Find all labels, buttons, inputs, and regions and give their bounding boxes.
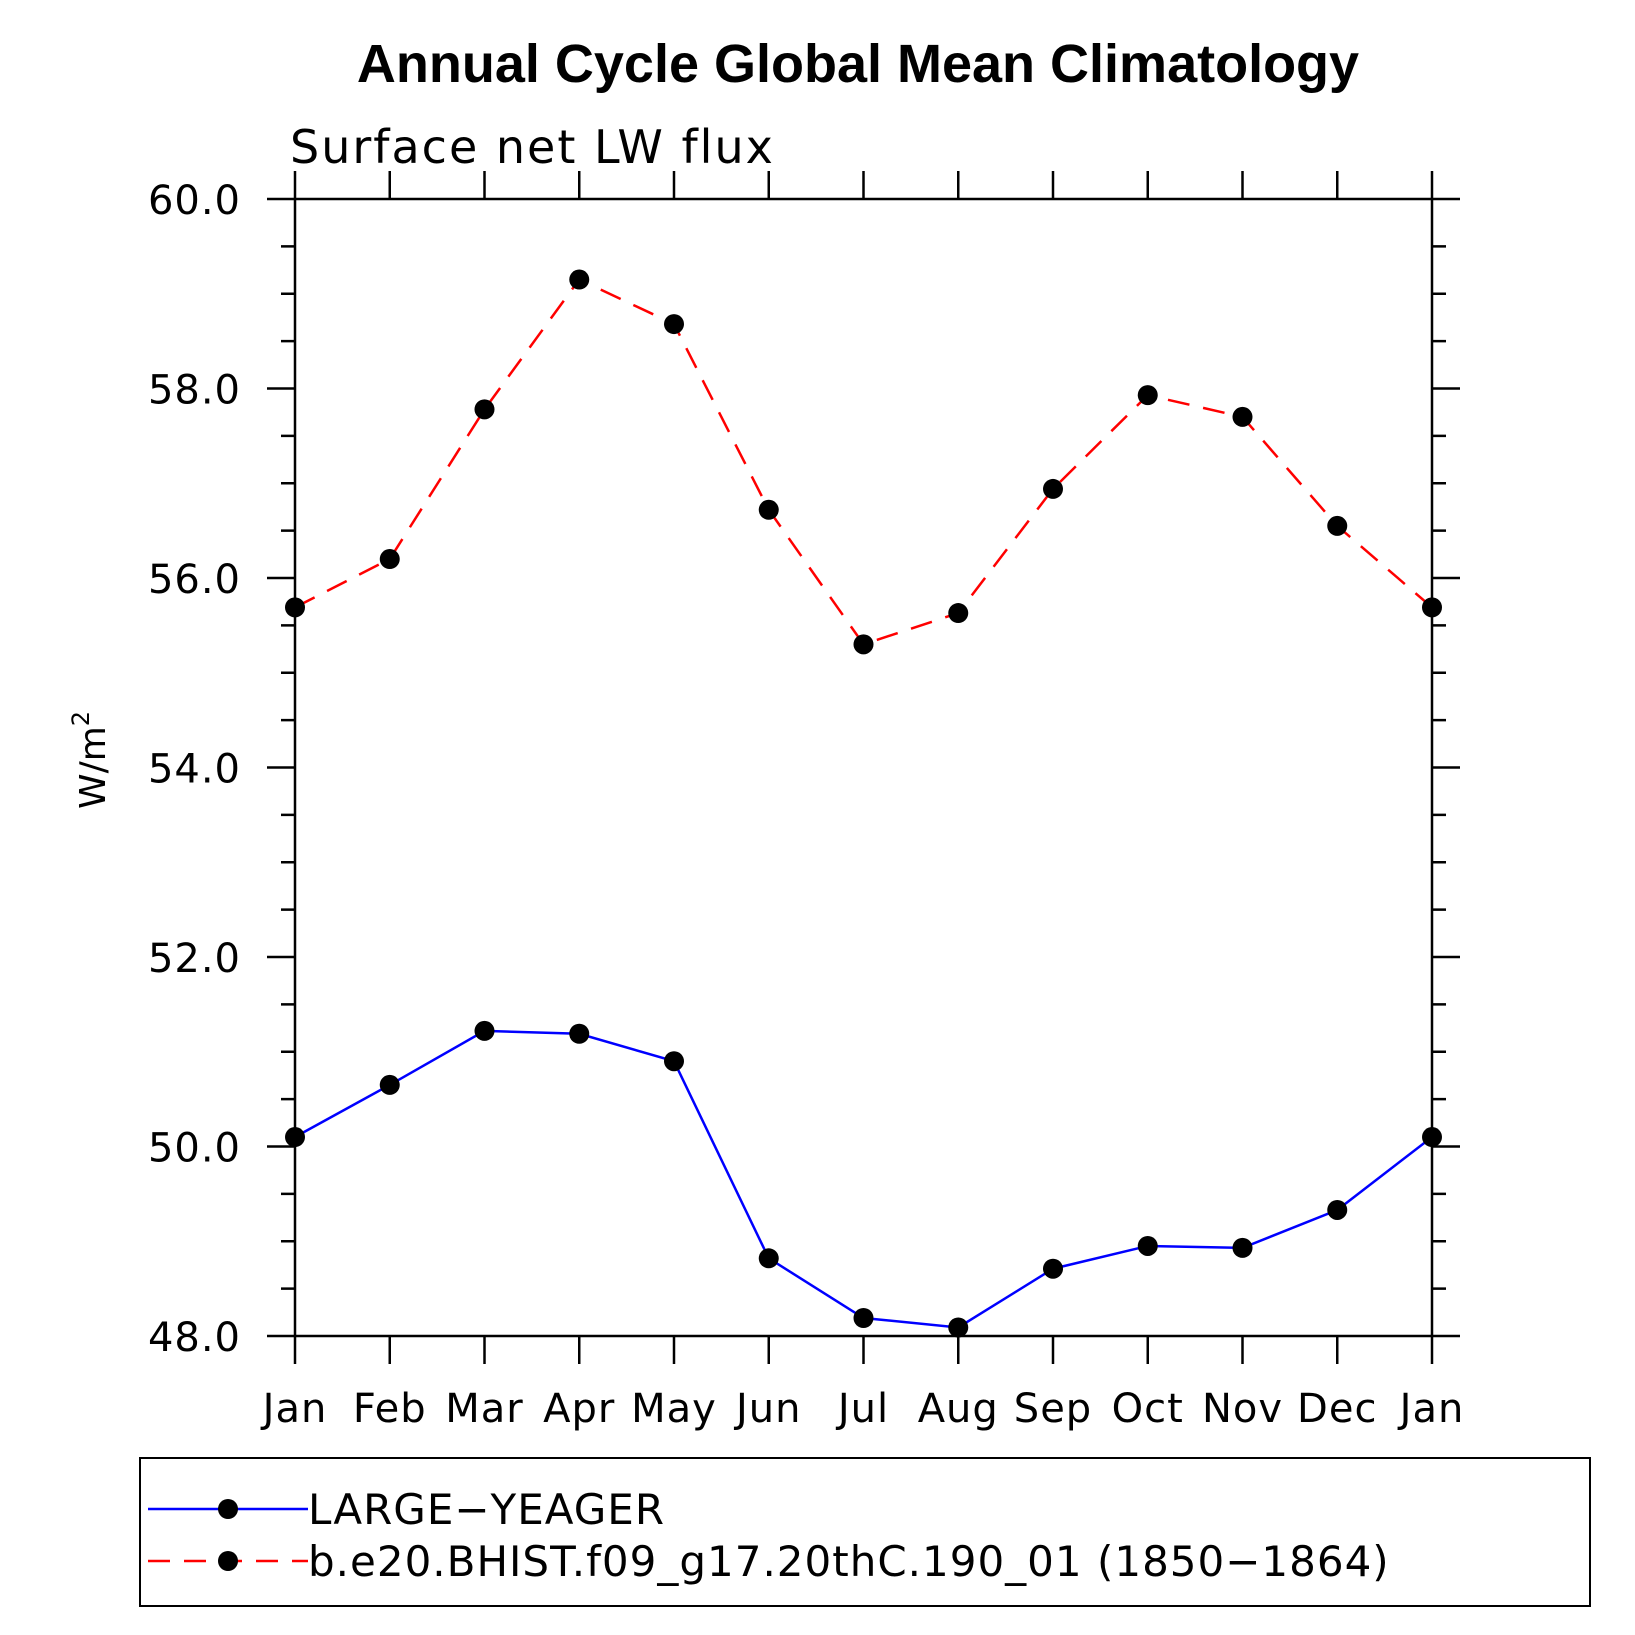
series-1-point bbox=[1327, 1199, 1348, 1220]
series-1-point bbox=[664, 1051, 684, 1072]
x-tick-label: Sep bbox=[1014, 1386, 1092, 1432]
series-1-point bbox=[853, 1307, 874, 1328]
x-tick-label: Nov bbox=[1202, 1386, 1283, 1432]
series-2-point bbox=[664, 314, 684, 335]
series-1-point bbox=[379, 1074, 400, 1095]
series-1-point bbox=[285, 1127, 305, 1148]
series-2-point bbox=[853, 634, 874, 655]
legend: LARGE−YEAGERb.e20.BHIST.f09_g17.20thC.19… bbox=[139, 1457, 1591, 1607]
series-2-point bbox=[285, 597, 305, 618]
x-tick-label: Oct bbox=[1112, 1386, 1184, 1432]
series-2-point bbox=[1137, 385, 1158, 406]
series-line-2 bbox=[294, 277, 1433, 646]
x-tick-labels: Jan Feb Mar Apr May Jun Jul Aug Sep Oct Nov Dec Jan bbox=[260, 1386, 1465, 1432]
y-axis-label: W/m2 bbox=[67, 711, 114, 809]
y-tick-label: 58.0 bbox=[148, 368, 241, 414]
chart-subtitle: Surface net LW flux bbox=[290, 120, 775, 174]
x-tick-label: Aug bbox=[918, 1386, 999, 1432]
y-tick-label: 48.0 bbox=[148, 1315, 241, 1361]
y-tick-labels: 48.0 50.0 52.0 54.0 56.0 58.0 60.0 bbox=[148, 178, 241, 1361]
legend-label-1: LARGE−YEAGER bbox=[308, 1485, 665, 1534]
series-2-point bbox=[758, 499, 779, 520]
series-line-1 bbox=[294, 1029, 1433, 1329]
x-tick-label: Feb bbox=[353, 1386, 427, 1432]
series-2-point bbox=[1327, 515, 1348, 536]
series-2-point bbox=[474, 399, 495, 420]
x-tick-label: Jun bbox=[733, 1386, 802, 1432]
series-1-point bbox=[569, 1023, 590, 1044]
series-1-point bbox=[948, 1317, 969, 1338]
legend-marker-2 bbox=[218, 1551, 238, 1571]
series-2-point bbox=[569, 269, 590, 290]
legend-marker-1 bbox=[218, 1499, 238, 1519]
series-1-point bbox=[1043, 1258, 1063, 1279]
x-tick-label: Jan bbox=[1397, 1386, 1465, 1432]
y-tick-label: 60.0 bbox=[148, 178, 241, 224]
y-tick-label: 56.0 bbox=[148, 557, 241, 603]
x-tick-label: Dec bbox=[1297, 1386, 1377, 1432]
axis-ticks bbox=[267, 171, 1460, 1364]
x-tick-label: Mar bbox=[445, 1386, 523, 1432]
y-tick-label: 50.0 bbox=[148, 1126, 241, 1172]
svg-text:W/m2: W/m2 bbox=[67, 711, 114, 809]
series-2-point bbox=[948, 603, 969, 624]
legend-label-2: b.e20.BHIST.f09_g17.20thC.190_01 (1850−1… bbox=[308, 1537, 1390, 1586]
series-1-point bbox=[758, 1248, 779, 1269]
series-2-point bbox=[379, 549, 400, 570]
series-1-point bbox=[474, 1020, 495, 1041]
x-tick-label: Jan bbox=[260, 1386, 328, 1432]
chart-title: Annual Cycle Global Mean Climatology bbox=[357, 34, 1359, 94]
series-2-point bbox=[1043, 478, 1063, 499]
x-tick-label: Apr bbox=[543, 1386, 615, 1432]
y-axis-label-text: W/m bbox=[73, 726, 114, 809]
series-1-point bbox=[1232, 1237, 1253, 1258]
x-tick-label: May bbox=[631, 1386, 717, 1432]
series-1-point bbox=[1422, 1127, 1442, 1148]
series-1-point bbox=[1137, 1235, 1158, 1256]
legend-box bbox=[139, 1457, 1591, 1607]
series-2-point bbox=[1422, 597, 1442, 618]
plot-area bbox=[293, 197, 1434, 1338]
y-tick-label: 54.0 bbox=[148, 747, 241, 793]
y-tick-label: 52.0 bbox=[148, 936, 241, 982]
y-axis-label-superscript: 2 bbox=[67, 711, 95, 726]
series-2-point bbox=[1232, 406, 1253, 427]
x-tick-label: Jul bbox=[835, 1386, 889, 1432]
series-layer bbox=[285, 269, 1442, 1338]
